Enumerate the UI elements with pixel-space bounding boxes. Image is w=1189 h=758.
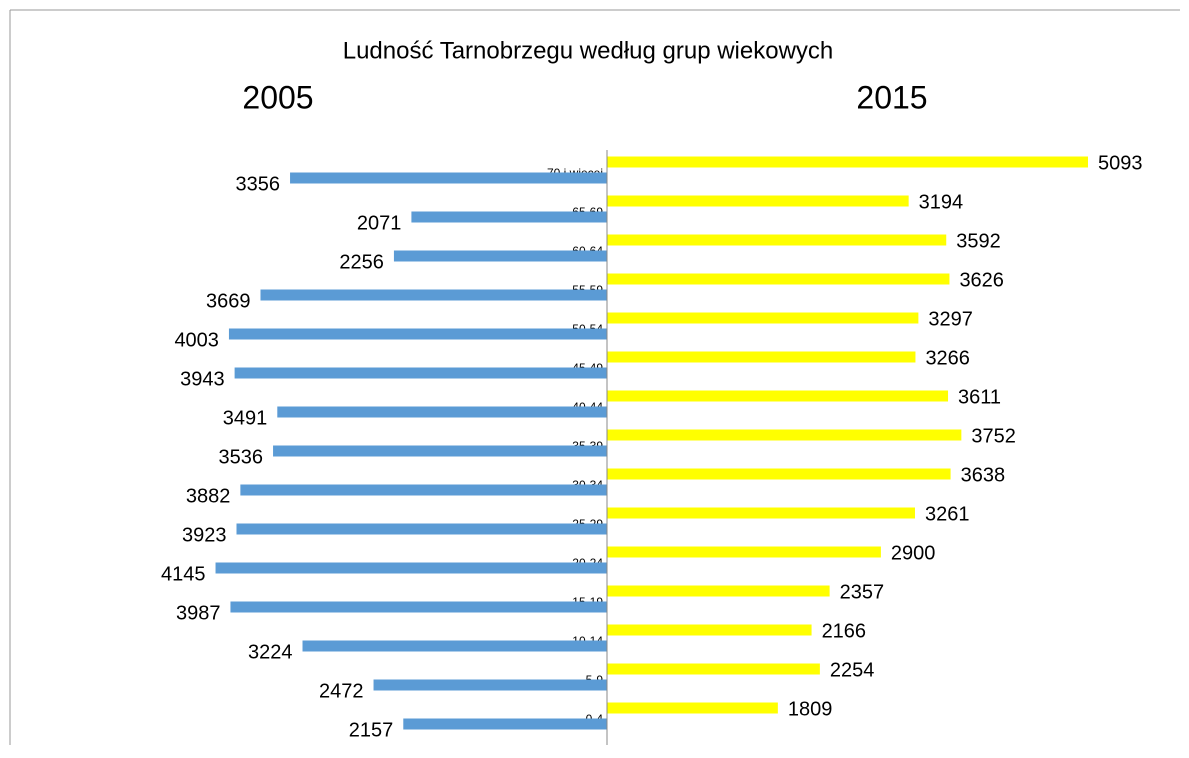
bar — [607, 702, 778, 714]
value-label: 3536 — [219, 446, 264, 468]
value-label: 3592 — [956, 230, 1001, 252]
bar — [403, 718, 607, 730]
value-label: 3611 — [958, 386, 1001, 408]
value-label: 3297 — [928, 308, 973, 330]
value-label: 3224 — [248, 641, 293, 663]
value-label: 2254 — [830, 659, 875, 681]
chart-title: Ludność Tarnobrzegu według grup wiekowyc… — [343, 37, 834, 64]
value-label: 3356 — [236, 173, 281, 195]
value-label: 3266 — [925, 347, 970, 369]
value-label: 1809 — [788, 698, 833, 720]
bar — [607, 234, 947, 246]
value-label: 2472 — [319, 680, 364, 702]
bar — [607, 468, 951, 480]
bar — [607, 156, 1088, 168]
value-label: 3943 — [180, 368, 225, 390]
bar — [302, 640, 607, 652]
value-label: 3491 — [223, 407, 268, 429]
bar — [393, 250, 607, 262]
value-label: 3882 — [186, 485, 231, 507]
value-label: 3626 — [959, 269, 1004, 291]
bar — [373, 679, 607, 691]
value-label: 2256 — [339, 251, 384, 273]
bar — [607, 546, 881, 558]
bar — [607, 195, 909, 207]
bar — [607, 351, 916, 363]
value-label: 3923 — [182, 524, 227, 546]
series-title: 2015 — [856, 79, 927, 115]
value-label: 2900 — [891, 542, 936, 564]
bar — [228, 328, 608, 340]
bar — [607, 429, 962, 441]
value-label: 2071 — [357, 212, 402, 234]
bar — [234, 367, 607, 379]
value-label: 4145 — [161, 563, 206, 585]
bar — [607, 585, 830, 597]
value-label: 3194 — [919, 191, 964, 213]
bar — [290, 172, 607, 184]
bar — [240, 484, 607, 496]
bar — [607, 624, 812, 636]
series-title: 2005 — [242, 79, 313, 115]
value-label: 3638 — [961, 464, 1006, 486]
bar — [607, 273, 950, 285]
bar — [230, 601, 607, 613]
bar — [236, 523, 607, 535]
value-label: 2157 — [349, 719, 394, 741]
bar — [277, 406, 607, 418]
value-label: 3261 — [925, 503, 970, 525]
value-label: 2357 — [840, 581, 885, 603]
bar — [215, 562, 608, 574]
value-label: 2166 — [822, 620, 867, 642]
value-label: 3752 — [971, 425, 1016, 447]
bar — [411, 211, 607, 223]
bar — [273, 445, 607, 457]
value-label: 5093 — [1098, 152, 1143, 174]
bar — [260, 289, 607, 301]
bar — [607, 663, 820, 675]
value-label: 3669 — [206, 290, 251, 312]
bar — [607, 390, 949, 402]
bar — [607, 507, 915, 519]
value-label: 3987 — [176, 602, 221, 624]
value-label: 4003 — [174, 329, 219, 351]
bar — [607, 312, 919, 324]
